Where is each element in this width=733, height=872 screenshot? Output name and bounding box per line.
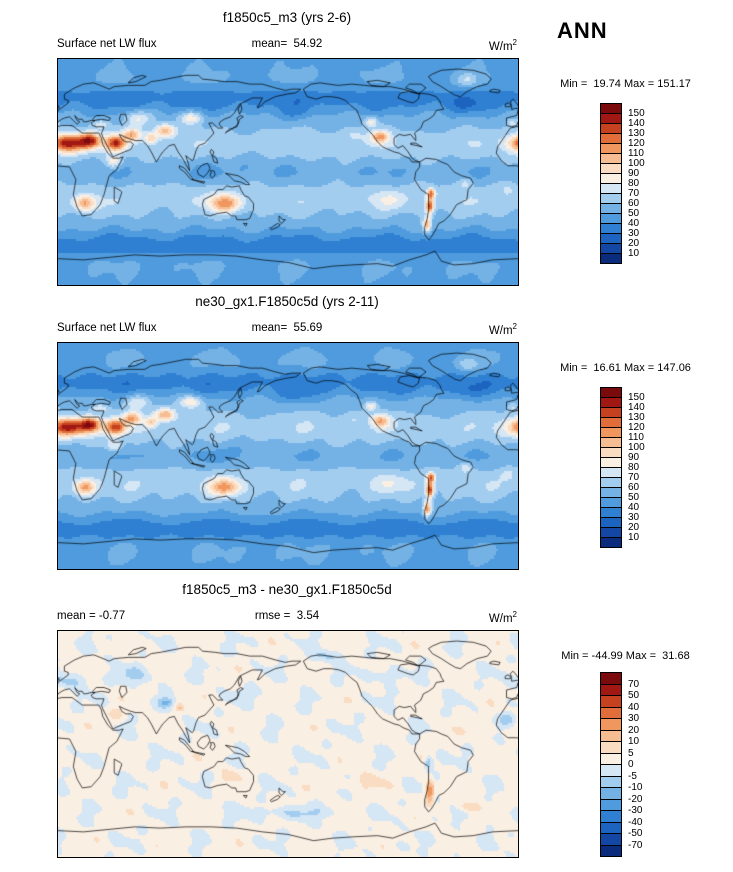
minmax-label: Min = 19.74 Max = 151.17 <box>560 78 691 90</box>
colorbar-tick-label: -40 <box>628 816 643 828</box>
colorbar-tick-label: 90 <box>628 452 640 463</box>
colorbar-tick-label: 130 <box>628 412 645 423</box>
season-label: ANN <box>557 18 608 43</box>
minmax-label: Min = 16.61 Max = 147.06 <box>560 362 691 374</box>
colorbar-tick-label: 40 <box>628 502 640 513</box>
panel-case2: ne30_gx1.F1850c5d (yrs 2-11) Surface net… <box>0 284 733 584</box>
colorbar-tick-label: 70 <box>628 678 640 690</box>
stats-row: Surface net LW flux mean= 54.92 W/m2 <box>57 38 517 54</box>
units-exponent: 2 <box>512 610 517 619</box>
minmax-label: Min = -44.99 Max = 31.68 <box>561 650 690 662</box>
units-label: W/m2 <box>489 610 517 625</box>
colorbar-tick-label: -50 <box>628 828 643 839</box>
variable-label: Surface net LW flux <box>57 322 157 334</box>
colorbar-tick-label: 100 <box>628 442 645 453</box>
colorbar-tick-label: 110 <box>628 432 644 443</box>
colorbar-segment <box>600 537 622 548</box>
colorbar-tick-label: 60 <box>628 198 640 209</box>
world-map-canvas <box>57 630 519 858</box>
panel-title: ne30_gx1.F1850c5d (yrs 2-11) <box>195 294 379 309</box>
colorbar-tick-label: 90 <box>628 168 640 179</box>
mean-label: mean= 55.69 <box>251 322 323 334</box>
panel-case1: f1850c5_m3 (yrs 2-6) Surface net LW flux… <box>0 0 733 300</box>
world-map-canvas <box>57 58 519 286</box>
colorbar: 70 50 40 30 20 10 5 0 -5 -10 -20 -30 -40 -50 -70 <box>600 672 642 857</box>
colorbar-tick-label: 80 <box>628 178 640 189</box>
colorbar-tick-label: 80 <box>628 462 640 473</box>
panel-title: f1850c5_m3 (yrs 2-6) <box>222 10 352 25</box>
colorbar-tick-label: 120 <box>628 138 645 149</box>
colorbar-tick-label: 50 <box>628 208 640 219</box>
world-map-canvas <box>57 342 519 570</box>
colorbar-tick-label: 150 <box>628 108 645 119</box>
colorbar: 150 140 130 120 110 100 90 80 70 60 50 40 30 20 10 <box>600 103 645 264</box>
colorbar-tick-label: -10 <box>628 782 643 793</box>
colorbar-tick-label: 20 <box>628 238 640 249</box>
colorbar-tick-label: 110 <box>628 148 644 159</box>
stats-row: Surface net LW flux mean= 55.69 W/m2 <box>57 322 517 338</box>
colorbar-tick-label: 10 <box>628 248 640 259</box>
units-label: W/m2 <box>489 322 517 337</box>
colorbar-tick-label: 150 <box>628 392 645 403</box>
units-text: W/m <box>488 40 513 53</box>
units-exponent: 2 <box>512 38 517 47</box>
colorbar-tick-label: 0 <box>628 759 634 770</box>
panel-difference: f1850c5_m3 - ne30_gx1.F1850c5d mean = -0… <box>0 572 733 872</box>
colorbar-tick-label: -70 <box>628 839 643 851</box>
colorbar-tick-label: 130 <box>628 128 645 139</box>
panel-title: f1850c5_m3 - ne30_gx1.F1850c5d <box>182 582 392 597</box>
colorbar-tick-label: 140 <box>628 118 645 129</box>
colorbar-tick-label: 20 <box>628 724 640 736</box>
colorbar-tick-label: -20 <box>628 793 643 805</box>
colorbar-tick-label: 5 <box>628 747 634 759</box>
colorbar-tick-label: 40 <box>628 218 640 229</box>
colorbar-tick-label: 70 <box>628 188 640 199</box>
mean-label: mean= 54.92 <box>251 38 323 50</box>
colorbar-tick-label: 30 <box>628 228 640 239</box>
colorbar-segment <box>600 253 622 264</box>
colorbar-tick-label: 20 <box>628 522 640 533</box>
colorbar-tick-label: -30 <box>628 805 643 816</box>
units-text: W/m <box>488 612 513 625</box>
colorbar-tick-label: 70 <box>628 472 640 483</box>
colorbar-tick-label: 50 <box>628 690 640 701</box>
units-label: W/m2 <box>489 38 517 53</box>
colorbar: 150 140 130 120 110 100 90 80 70 60 50 40 30 20 10 <box>600 387 645 548</box>
colorbar-tick-label: 10 <box>628 736 640 747</box>
stats-row: mean = -0.77 rmse = 3.54 W/m2 <box>57 610 517 626</box>
colorbar-tick-label: 100 <box>628 158 645 169</box>
colorbar-tick-label: 120 <box>628 422 645 433</box>
colorbar-tick-label: 40 <box>628 701 640 713</box>
mean-label: mean = -0.77 <box>57 610 126 622</box>
units-text: W/m <box>488 324 513 337</box>
colorbar-tick-label: 60 <box>628 482 640 493</box>
rmse-label: rmse = 3.54 <box>254 610 320 622</box>
colorbar-tick-label: 140 <box>628 402 645 413</box>
colorbar-tick-label: 50 <box>628 492 640 503</box>
variable-label: Surface net LW flux <box>57 38 157 50</box>
colorbar-tick-label: 30 <box>628 512 640 523</box>
colorbar-segment <box>600 844 622 857</box>
colorbar-tick-label: 10 <box>628 532 640 543</box>
colorbar-tick-label: -5 <box>628 770 637 782</box>
units-exponent: 2 <box>512 322 517 331</box>
colorbar-tick-label: 30 <box>628 713 640 724</box>
